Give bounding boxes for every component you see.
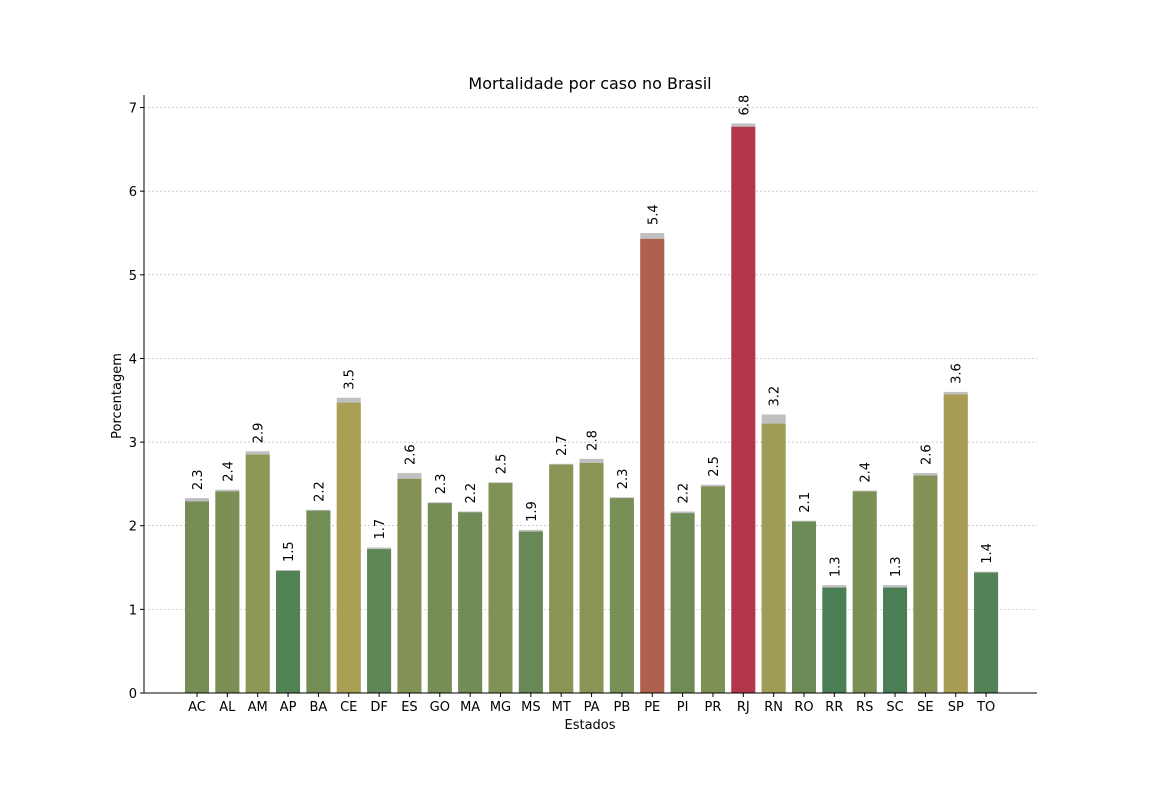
data-label-sc: 1.3 [889,556,904,577]
x-axis-label: Estados [564,718,615,733]
x-tick-label-pa: PA [584,700,600,715]
bar-ac [185,501,209,693]
x-tick-label-to: TO [976,700,995,715]
data-label-ma: 2.2 [464,483,479,504]
data-label-se: 2.6 [919,444,934,465]
data-label-rj: 6.8 [737,95,752,116]
bar-sc [883,587,908,693]
x-tick-label-al: AL [219,700,236,715]
chart-title: Mortalidade por caso no Brasil [468,74,711,93]
bar-pr [700,486,725,693]
x-tick-label-pr: PR [705,700,722,715]
data-label-am: 2.9 [252,423,267,444]
data-label-rs: 2.4 [859,462,874,483]
x-tick-label-ce: CE [340,700,357,715]
x-tick-label-se: SE [917,700,933,715]
bar-ma [458,512,483,693]
bar-ce [336,402,361,693]
data-label-ac: 2.3 [191,469,206,490]
x-tick-label-mt: MT [552,700,571,715]
x-tick-label-sc: SC [886,700,903,715]
y-tick-label: 4 [129,352,137,367]
data-label-es: 2.6 [403,444,418,465]
x-tick-label-am: AM [248,700,268,715]
data-label-go: 2.3 [434,474,449,495]
bar-df [367,549,392,693]
data-label-pi: 2.2 [677,483,692,504]
x-tick-label-ap: AP [280,700,297,715]
x-tick-label-ms: MS [521,700,540,715]
bar-pi [670,513,695,693]
data-label-rr: 1.3 [828,556,843,577]
y-axis-label: Porcentagem [110,353,125,439]
x-tick-label-go: GO [430,700,450,715]
x-tick-label-df: DF [370,700,388,715]
data-label-al: 2.4 [221,461,236,482]
data-label-mg: 2.5 [495,454,510,475]
bar-se [913,475,938,693]
y-tick-label: 6 [129,185,137,200]
bar-al [215,491,240,693]
bar-ap [276,570,301,693]
bar-pa [579,463,604,693]
bar-rr [822,587,847,693]
bars [185,123,999,694]
bar-mg [488,483,513,693]
y-tick-label: 2 [129,520,137,535]
bar-sp [943,394,968,693]
x-tick-label-es: ES [401,700,417,715]
bar-ms [518,531,543,693]
data-label-ms: 1.9 [525,501,540,522]
bar-to [974,572,999,693]
data-label-df: 1.7 [373,519,388,540]
y-tick-label: 3 [129,436,137,451]
data-label-mt: 2.7 [555,435,570,456]
data-label-pa: 2.8 [586,430,601,451]
x-tick-label-ac: AC [188,700,206,715]
bar-rn [761,423,786,693]
x-tick-label-pb: PB [614,700,631,715]
data-label-sp: 3.6 [950,363,965,384]
x-tick-label-rj: RJ [737,700,750,715]
data-label-ro: 2.1 [798,492,813,513]
data-label-pe: 5.4 [646,204,661,225]
data-label-to: 1.4 [980,543,995,564]
x-tick-label-pe: PE [644,700,660,715]
bar-ro [792,521,816,693]
x-tick-label-ma: MA [460,700,480,715]
bar-mt [549,464,574,693]
data-label-ce: 3.5 [343,369,358,390]
data-label-pr: 2.5 [707,456,722,477]
x-tick-label-rr: RR [825,700,843,715]
x-tick-label-ba: BA [309,700,327,715]
y-tick-label: 5 [129,269,137,284]
bar-pb [609,498,634,693]
y-tick-label: 1 [129,603,137,618]
data-label-ap: 1.5 [282,541,297,562]
x-tick-label-sp: SP [948,700,964,715]
data-labels: 2.3 2.4 2.9 1.5 2.2 3.5 1.7 2.6 2.3 2.2 2.5 1.9 2.7 2… [191,95,995,577]
bar-rs [852,491,877,693]
data-label-rn: 3.2 [768,386,783,407]
bar-ba [306,510,331,693]
x-tick-labels: AC AL AM AP BA CE DF ES GO MA MG MS MT PA PB PE PI PR RJ RN… [188,693,995,715]
bar-am [245,454,270,693]
x-tick-label-ro: RO [794,700,813,715]
bar-rj [731,126,756,694]
data-label-pb: 2.3 [616,469,631,490]
y-tick-label: 7 [129,102,137,117]
x-tick-label-mg: MG [490,700,511,715]
y-tick-label: 0 [129,687,137,702]
grid-lines [144,107,1037,610]
x-tick-label-rs: RS [856,700,873,715]
data-label-ba: 2.2 [312,481,327,502]
bar-pe [640,238,665,693]
x-tick-label-rn: RN [764,700,783,715]
x-tick-label-pi: PI [677,700,689,715]
y-tick-labels: 0 1 2 3 4 5 6 7 [129,102,144,702]
bar-go [427,503,452,693]
bar-es [397,478,422,693]
